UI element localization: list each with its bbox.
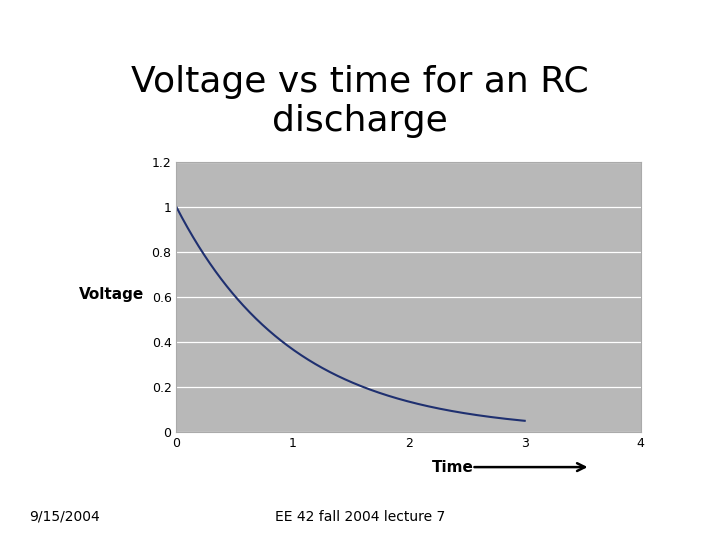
Text: 9/15/2004: 9/15/2004 (29, 510, 99, 524)
Text: Time: Time (432, 460, 474, 475)
Text: EE 42 fall 2004 lecture 7: EE 42 fall 2004 lecture 7 (275, 510, 445, 524)
Text: Voltage: Voltage (79, 287, 144, 302)
Text: Voltage vs time for an RC
discharge: Voltage vs time for an RC discharge (131, 65, 589, 138)
FancyArrowPatch shape (474, 463, 585, 471)
